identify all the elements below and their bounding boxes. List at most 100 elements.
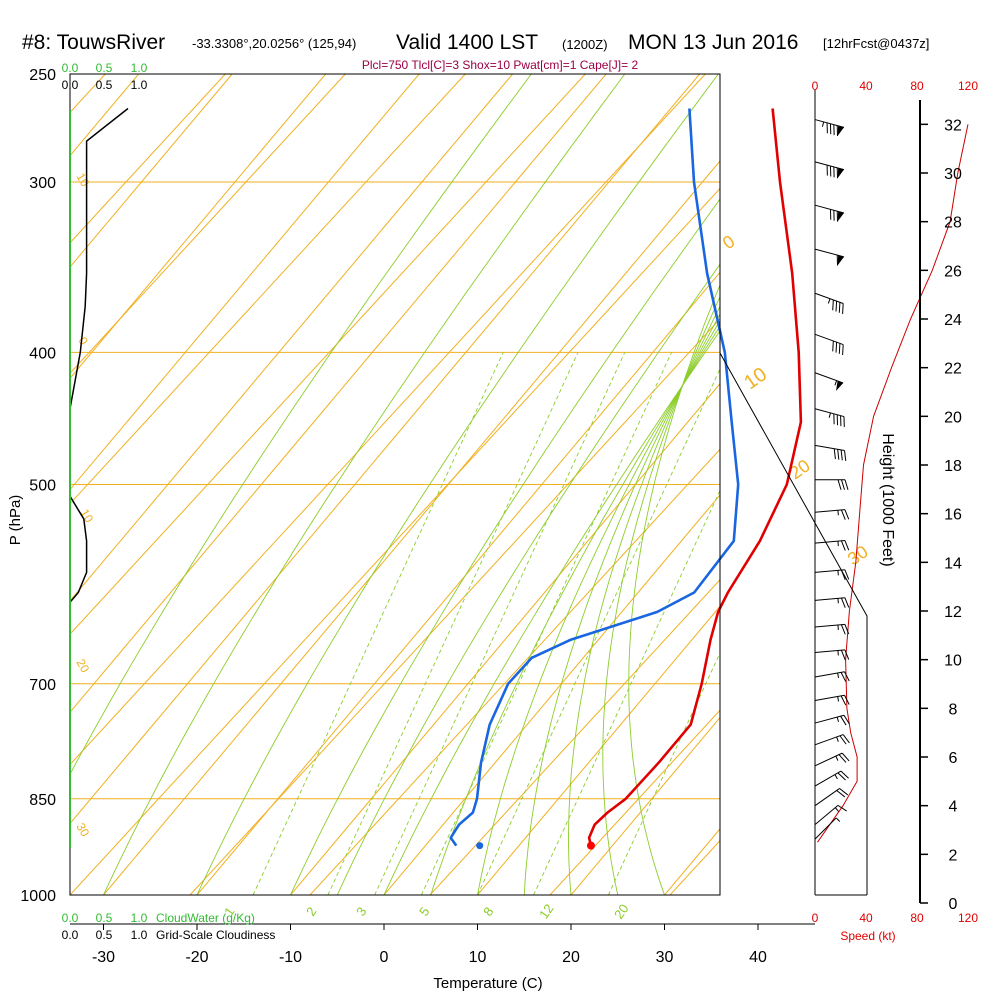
dry-adiabat-line <box>70 74 706 766</box>
height-tick-label: 28 <box>944 215 962 232</box>
wind-barb-feather <box>841 752 850 762</box>
speed-tick-label-top: 120 <box>958 79 978 93</box>
temperature-axis-label: Temperature (C) <box>433 975 542 992</box>
dry-adiabat-label: 20 <box>73 657 92 676</box>
isotherm-line <box>196 271 720 895</box>
height-axis-label: Height (1000 Feet) <box>879 433 896 566</box>
surface-dewpoint-marker <box>476 842 484 850</box>
surface-temperature-marker <box>586 841 595 850</box>
moist-adiabat-line <box>103 74 626 895</box>
pressure-tick-label: 700 <box>29 677 56 694</box>
wind-barb-feather <box>835 301 838 312</box>
temperature-tick-label: 40 <box>749 949 767 966</box>
wind-barb <box>814 770 849 787</box>
wind-barb <box>814 804 847 826</box>
speed-axis-label: Speed (kt) <box>840 929 895 943</box>
height-tick-label: 18 <box>944 458 962 475</box>
pressure-axis-label: P (hPa) <box>7 495 24 546</box>
speed-tick-label-top: 40 <box>859 79 873 93</box>
wind-barb-staff <box>814 248 845 258</box>
wind-barb-feather <box>840 597 846 608</box>
wind-barb-staff <box>814 333 844 346</box>
wind-barb-feather <box>842 344 844 356</box>
wind-barb <box>814 119 845 136</box>
wind-barb <box>814 372 844 392</box>
wind-barb-staff <box>814 734 844 746</box>
pressure-tick-label: 400 <box>29 345 56 362</box>
mixing-ratio-line <box>533 489 720 895</box>
wind-barb-half-feather <box>835 755 839 761</box>
chart-curves <box>69 107 969 850</box>
dry-adiabat-line <box>429 579 720 895</box>
wind-barb <box>814 671 850 682</box>
wind-barb-feather <box>840 449 843 461</box>
wind-barb-feather <box>840 624 846 635</box>
wind-barb-feather <box>844 569 850 580</box>
wind-barb-feather <box>840 509 846 520</box>
dry-adiabat-line <box>70 74 586 635</box>
forecast-info: [12hrFcst@0437z] <box>823 36 930 51</box>
wind-barb <box>814 333 844 356</box>
wind-barb-feather <box>840 672 847 682</box>
wind-barb-half-feather <box>827 298 831 304</box>
height-tick-label: 4 <box>949 799 958 816</box>
cloudiness-tick-label-bottom: 0.0 <box>62 928 79 942</box>
isotherm-line <box>570 716 720 895</box>
isotherm-line <box>70 74 607 714</box>
temperature-tick-label: 10 <box>469 949 487 966</box>
wind-barb-feather <box>837 449 840 460</box>
wind-barb-staff <box>814 817 837 840</box>
mixing-ratio-label: 8 <box>480 904 496 919</box>
wind-barb <box>814 509 850 520</box>
wind-barb-feather <box>844 649 850 660</box>
station-name: #8: TouwsRiver <box>22 31 166 54</box>
wind-barb-staff <box>814 804 839 826</box>
wind-barb-staff <box>814 597 845 601</box>
wind-barb-half-feather <box>836 736 839 742</box>
wind-barb-half-feather <box>834 380 838 386</box>
wind-barb <box>814 444 847 461</box>
temperature-line <box>587 108 803 846</box>
wind-barb-feather <box>844 479 849 490</box>
dry-adiabat-line <box>70 74 466 505</box>
moist-adiabat-line <box>290 198 720 895</box>
station-coordinates: -33.3308°,20.0256° (125,94) <box>192 36 357 51</box>
wind-barb-flag <box>837 168 844 179</box>
wind-barb-feather <box>844 695 850 705</box>
isotherm-line <box>70 74 420 491</box>
dry-adiabat-line <box>910 74 1000 895</box>
mixing-ratio-label: 20 <box>611 901 632 921</box>
moist-adiabat-line <box>383 330 720 895</box>
wind-barb-feather <box>844 624 850 635</box>
moist-adiabat-line <box>477 319 720 895</box>
mixing-ratio-line <box>607 651 720 895</box>
wind-barb-feather <box>841 479 845 490</box>
mixing-ratio-line <box>420 352 672 895</box>
wind-barb-half-feather <box>836 716 839 723</box>
isotherm-line <box>383 494 720 895</box>
mixing-ratio-line <box>327 352 579 895</box>
wind-barb-feather <box>840 695 847 706</box>
wind-barb <box>814 734 850 746</box>
height-tick-label: 30 <box>944 166 962 183</box>
height-tick-label: 24 <box>944 312 962 329</box>
cloudwater-tick-label-top: 0.5 <box>96 61 113 75</box>
wind-barb-staff <box>814 444 845 452</box>
isotherm-line <box>70 74 701 825</box>
temperature-tick-label: -10 <box>279 949 302 966</box>
wind-barb-feather <box>833 448 836 460</box>
height-tick-label: 12 <box>944 604 962 621</box>
wind-barb-staff <box>814 714 845 724</box>
wind-barb <box>814 292 844 314</box>
moist-adiabat-label: 10 <box>740 363 771 394</box>
isotherm-line <box>852 74 1000 895</box>
mixing-ratio-label: 5 <box>416 904 432 919</box>
cloudiness-tick-label-bottom: 0.5 <box>96 928 113 942</box>
wind-barb-staff <box>814 623 845 628</box>
isotherm-line <box>945 74 1000 895</box>
isotherm-line <box>758 74 1000 895</box>
wind-barb <box>815 479 849 490</box>
wind-barb-feather <box>832 299 834 311</box>
